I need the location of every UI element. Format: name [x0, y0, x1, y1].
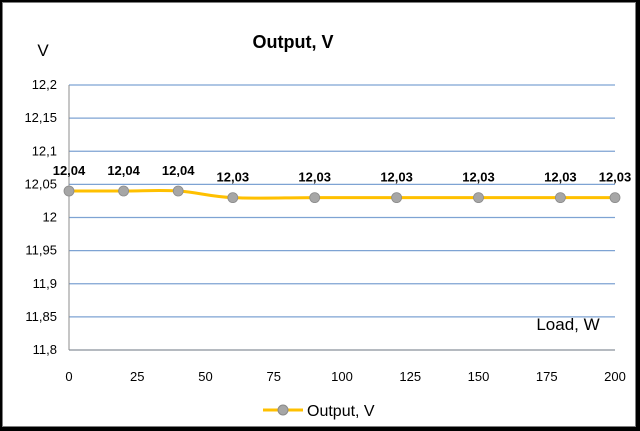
data-point — [473, 192, 484, 204]
y-tick-label: 11,85 — [25, 309, 57, 324]
y-tick-label: 12,05 — [24, 176, 57, 191]
data-point — [391, 192, 403, 204]
data-label: 12,03 — [217, 170, 250, 185]
data-point — [172, 185, 184, 197]
x-tick-label: 25 — [130, 369, 144, 384]
legend: Output, V — [263, 403, 375, 420]
data-point — [609, 192, 621, 204]
x-tick-label: 100 — [331, 369, 353, 384]
y-tick-labels: 11,8 11,85 11,9 11,95 12 12,05 12,1 12,15 12,2 — [24, 77, 57, 357]
x-tick-label: 125 — [399, 369, 421, 384]
y-tick-label: 12,15 — [24, 110, 57, 125]
data-label: 12,04 — [53, 163, 86, 178]
chart-frame: 11,8 11,85 11,9 11,95 12 12,05 12,1 12,15 12,2 0… — [2, 2, 636, 427]
gridlines — [68, 84, 615, 351]
x-tick-label: 50 — [198, 369, 212, 384]
y-tick-label: 12 — [43, 210, 57, 225]
data-label: 12,04 — [162, 163, 195, 178]
data-point — [309, 192, 321, 204]
x-tick-label: 175 — [536, 369, 558, 384]
data-label: 12,03 — [599, 170, 632, 185]
line-chart: 11,8 11,85 11,9 11,95 12 12,05 12,1 12,15 12,2 0… — [24, 32, 632, 420]
legend-label: Output, V — [307, 403, 375, 420]
series-line-output — [69, 188, 615, 200]
x-axis-label: Load, W — [536, 315, 599, 334]
data-label: 12,03 — [544, 170, 577, 185]
data-point — [63, 185, 75, 197]
x-tick-label: 75 — [267, 369, 281, 384]
chart-title: Output, V — [253, 32, 334, 52]
y-tick-label: 11,8 — [33, 342, 57, 357]
y-tick-label: 12,1 — [32, 143, 57, 158]
x-tick-label: 200 — [604, 369, 626, 384]
data-label: 12,03 — [380, 170, 413, 185]
y-axis-label: V — [37, 41, 49, 60]
data-point — [118, 185, 129, 197]
x-tick-labels: 0 25 50 75 100 125 150 175 200 — [65, 369, 625, 384]
data-label: 12,04 — [107, 163, 140, 178]
y-tick-label: 12,2 — [32, 77, 57, 92]
x-tick-label: 150 — [468, 369, 490, 384]
x-tick-label: 0 — [65, 369, 72, 384]
data-point — [227, 192, 239, 204]
y-tick-label: 11,95 — [25, 243, 57, 258]
data-label: 12,03 — [462, 170, 495, 185]
legend-marker-swatch — [277, 404, 289, 416]
data-labels: 12,04 12,04 12,04 12,03 12,03 12,03 12,03 12,03… — [53, 163, 632, 185]
data-point — [555, 192, 566, 204]
series-markers — [63, 185, 621, 204]
y-tick-label: 11,9 — [33, 276, 57, 291]
data-label: 12,03 — [298, 170, 331, 185]
